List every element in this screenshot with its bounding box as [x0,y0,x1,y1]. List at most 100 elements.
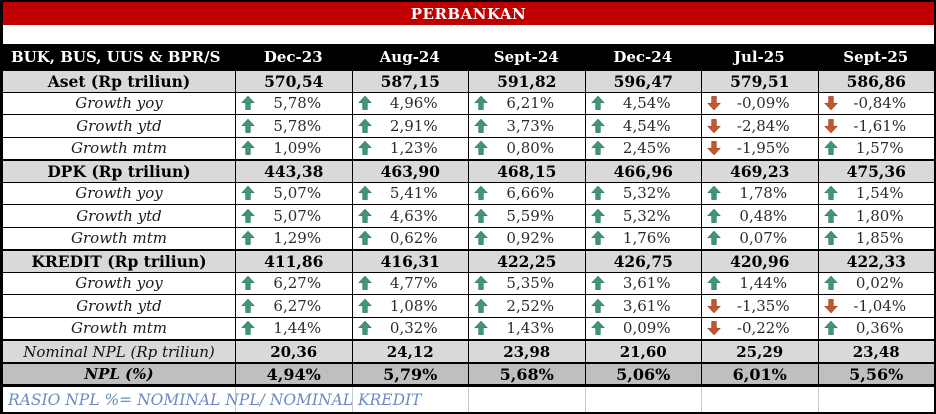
growth-value: 4,63% [389,206,438,225]
growth-cell: 0,07% [701,227,818,249]
trend-arrow-icon [241,298,255,313]
growth-value: -1,35% [736,296,790,315]
growth-value: 1,80% [855,206,904,225]
growth-value: 4,77% [389,274,438,293]
growth-value: 3,73% [506,116,555,135]
trend-arrow-icon [357,321,372,336]
column-header: Aug-24 [379,47,440,66]
trend-arrow-icon [707,321,721,336]
growth-value: 1,54% [855,184,904,203]
trend-arrow-icon [823,141,838,156]
trend-arrow-icon [241,231,255,246]
trend-arrow-icon [357,208,372,223]
growth-cell: -0,09% [701,92,818,114]
growth-cell: -1,95% [701,137,818,159]
growth-label: Growth yoy [75,274,163,293]
growth-value: 5,07% [273,184,322,203]
trend-arrow-icon [590,186,605,201]
growth-value: 3,61% [622,296,671,315]
value-cell: 579,51 [701,71,818,92]
growth-cell: 1,57% [817,137,935,159]
value-cell: 5,06% [584,364,702,384]
growth-cell: 5,07% [235,205,352,227]
growth-value: 5,07% [273,206,322,225]
trend-arrow-icon [241,118,255,133]
growth-value: 5,78% [273,94,322,113]
growth-row-dpk-mtm: Growth mtm 1,29% 0,62% 0,92% 1,76% 0,07%… [3,226,934,249]
trend-arrow-icon [357,141,372,156]
trend-arrow-icon [823,298,838,313]
trend-arrow-icon [707,186,721,201]
trend-arrow-icon [357,186,372,201]
growth-cell: 6,21% [468,92,585,114]
growth-cell: 5,41% [351,182,469,204]
trend-arrow-icon [590,276,605,291]
growth-cell: 2,91% [351,115,469,137]
footer-row: RASIO NPL %= NOMINAL NPL/ NOMINAL KREDIT [3,387,934,412]
growth-value: 2,91% [389,116,438,135]
growth-cell: 6,27% [235,295,352,317]
growth-cell: 1,43% [468,317,585,339]
growth-value: -1,95% [736,139,790,158]
growth-value: 6,27% [273,296,322,315]
value-cell: 5,79% [351,364,469,384]
trend-arrow-icon [474,298,488,313]
value-cell: 25,29 [701,341,818,362]
trend-arrow-icon [474,141,488,156]
npl-percent-label: NPL (%) [84,365,154,383]
trend-arrow-icon [590,298,605,313]
growth-cell: 1,44% [235,317,352,339]
growth-cell: 4,54% [584,115,702,137]
growth-cell: 1,80% [817,205,935,227]
growth-value: 1,44% [273,319,322,338]
trend-arrow-icon [590,321,605,336]
trend-arrow-icon [241,141,255,156]
trend-arrow-icon [590,96,605,111]
growth-cell: 5,32% [584,205,702,227]
trend-arrow-icon [357,276,372,291]
growth-value: 4,96% [389,94,438,113]
trend-arrow-icon [241,208,255,223]
growth-cell: 1,09% [235,137,352,159]
column-header: Dec-23 [263,47,323,66]
value-cell: 570,54 [235,71,352,92]
trend-arrow-icon [474,276,488,291]
trend-arrow-icon [590,118,605,133]
growth-cell: 4,77% [351,272,469,294]
growth-value: 2,45% [622,139,671,158]
growth-cell: 2,45% [584,137,702,159]
row-header-title: BUK, BUS, UUS & BPR/S [11,47,221,66]
growth-label: Growth yoy [75,184,163,203]
growth-cell: 1,23% [351,137,469,159]
trend-arrow-icon [823,118,838,133]
growth-value: 1,08% [389,296,438,315]
section-row-kredit: KREDIT (Rp triliun) 411,86 416,31 422,25… [3,249,934,272]
value-cell: 468,15 [468,161,585,182]
growth-cell: 0,36% [817,317,935,339]
section-label: Aset (Rp triliun) [47,71,191,91]
growth-cell: 3,73% [468,115,585,137]
trend-arrow-icon [357,231,372,246]
growth-row-dpk-yoy: Growth yoy 5,07% 5,41% 6,66% 5,32% 1,78%… [3,181,934,204]
growth-value: 0,92% [506,229,555,248]
growth-cell: 1,76% [584,227,702,249]
page-title: PERBANKAN [410,4,527,23]
trend-arrow-icon [474,321,488,336]
trend-arrow-icon [590,231,605,246]
growth-row-kredit-ytd: Growth ytd 6,27% 1,08% 2,52% 3,61% -1,35… [3,294,934,317]
value-cell: 426,75 [584,251,702,272]
value-cell: 596,47 [584,71,702,92]
growth-row-kredit-yoy: Growth yoy 6,27% 4,77% 5,35% 3,61% 1,44%… [3,271,934,294]
growth-value: 2,52% [506,296,555,315]
growth-row-aset-ytd: Growth ytd 5,78% 2,91% 3,73% 4,54% -2,84… [3,114,934,137]
growth-value: 0,09% [622,319,671,338]
trend-arrow-icon [590,208,605,223]
growth-value: -0,09% [736,94,790,113]
growth-value: -0,22% [736,319,790,338]
growth-cell: 1,29% [235,227,352,249]
value-cell: 475,36 [817,161,935,182]
growth-cell: 1,08% [351,295,469,317]
growth-value: 3,61% [622,274,671,293]
trend-arrow-icon [707,118,721,133]
